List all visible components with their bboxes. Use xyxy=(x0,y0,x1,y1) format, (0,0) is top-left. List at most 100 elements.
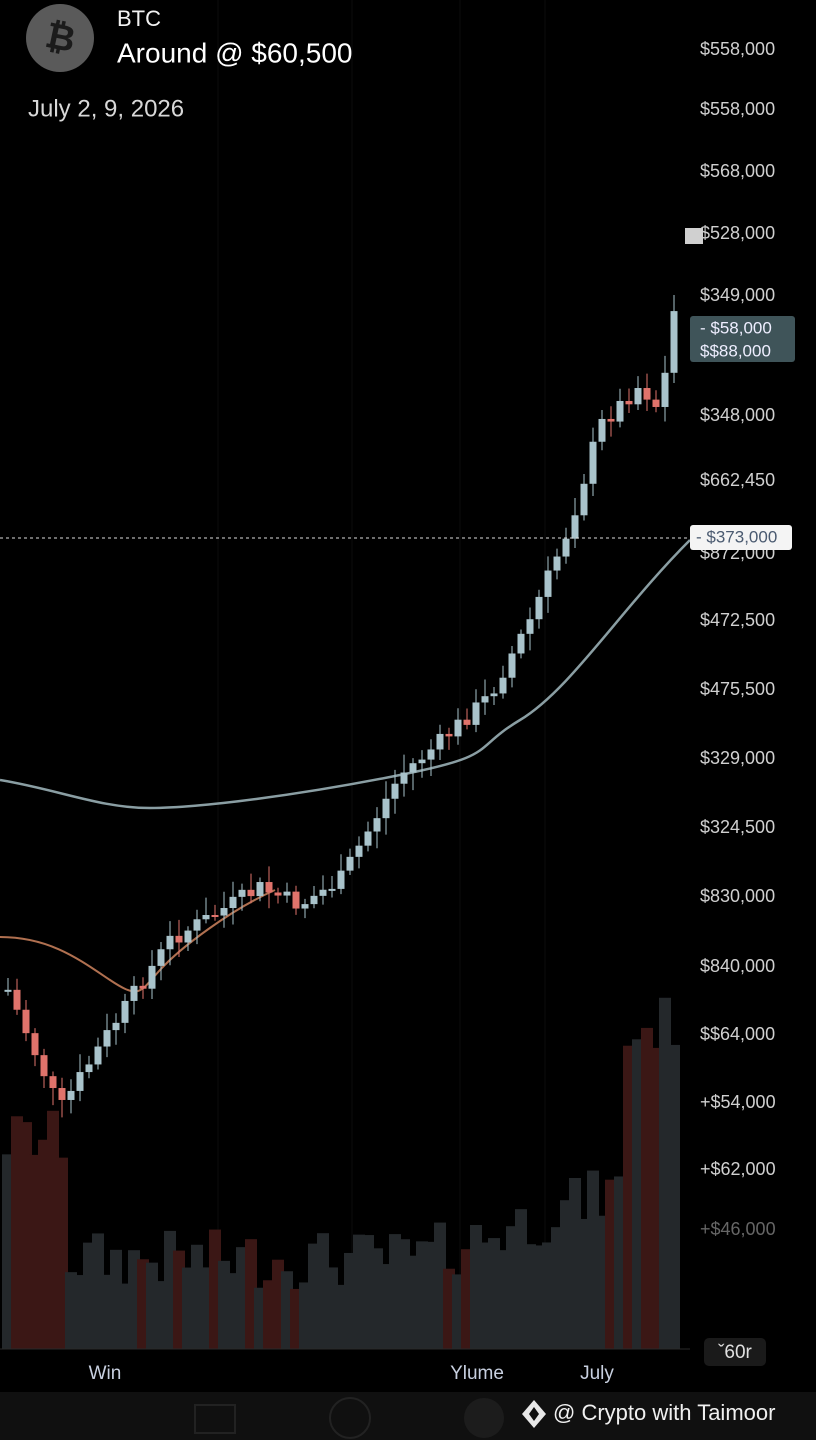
candle-body xyxy=(544,570,552,597)
current-price-text: - $373,000 xyxy=(696,527,777,546)
price-line: Around @ $60,500 xyxy=(117,37,352,68)
candle-body xyxy=(328,888,336,891)
time-label: Ylume xyxy=(450,1363,504,1384)
candle-body xyxy=(355,845,363,857)
candle-body xyxy=(499,677,507,694)
price-label: $$64,000 xyxy=(700,1024,775,1044)
candle-body xyxy=(211,915,219,918)
candle-body xyxy=(517,633,525,654)
price-label: $324,500 xyxy=(700,817,775,837)
price-label: $662,450 xyxy=(700,470,775,490)
candle-body xyxy=(40,1055,48,1077)
price-tag-upper[interactable] xyxy=(690,316,795,362)
candle-body xyxy=(202,915,210,920)
nav-icon[interactable] xyxy=(329,1397,371,1439)
candle-body xyxy=(130,985,138,1001)
candle-body xyxy=(184,930,192,943)
candle-body xyxy=(562,538,570,557)
candle-body xyxy=(157,949,165,966)
candle-body xyxy=(445,733,453,737)
candle-body xyxy=(4,989,12,992)
tag-text: $$88,000 xyxy=(700,341,771,360)
candle-body xyxy=(121,1000,129,1023)
nav-icon[interactable] xyxy=(194,1404,236,1434)
symbol: BTC xyxy=(117,6,161,31)
candle-body xyxy=(481,696,489,703)
candle-body xyxy=(508,653,516,678)
candle-body xyxy=(634,388,642,405)
candle-body xyxy=(76,1072,84,1091)
candle-body xyxy=(139,985,147,989)
candle-body xyxy=(472,702,480,725)
candle-body xyxy=(589,441,597,484)
watermark: @ Crypto with Taimoor xyxy=(553,1400,775,1425)
price-label: $348,000 xyxy=(700,405,775,425)
nav-icon[interactable] xyxy=(464,1398,504,1438)
coin-logo[interactable] xyxy=(26,4,94,72)
price-label: $349,000 xyxy=(700,285,775,305)
candle-body xyxy=(301,904,309,909)
candle-body xyxy=(652,399,660,407)
price-label: $558,000 xyxy=(700,39,775,59)
candle-body xyxy=(337,870,345,889)
price-label: $830,000 xyxy=(700,886,775,906)
candle-body xyxy=(409,763,417,773)
candle-body xyxy=(661,372,669,407)
tag-text: - $58,000 xyxy=(700,318,772,337)
candle-body xyxy=(319,889,327,896)
watermark-logo xyxy=(522,1400,546,1428)
price-label: $475,500 xyxy=(700,679,775,699)
candle-body xyxy=(490,693,498,697)
candle-body xyxy=(166,935,174,950)
interval: ˇ60r xyxy=(718,1342,752,1363)
interval-box[interactable] xyxy=(704,1338,766,1366)
candle-body xyxy=(13,989,21,1010)
moving-averages xyxy=(0,539,691,993)
volume-layer xyxy=(2,997,680,1349)
candle-body xyxy=(454,719,462,737)
bottom-bar xyxy=(0,1392,816,1440)
ma-fast xyxy=(0,889,276,993)
time-label: July xyxy=(580,1363,614,1384)
current-price-tag[interactable] xyxy=(690,525,792,550)
volume-bar xyxy=(668,1044,680,1349)
candle-body xyxy=(220,908,228,916)
candle-body xyxy=(58,1088,66,1100)
time-label: Win xyxy=(89,1363,122,1384)
candle-body xyxy=(94,1046,102,1065)
price-label: $558,000 xyxy=(700,99,775,119)
candle-body xyxy=(598,418,606,442)
date: July 2, 9, 2026 xyxy=(28,95,184,122)
candle-body xyxy=(247,889,255,897)
price-label: $840,000 xyxy=(700,956,775,976)
candle-body xyxy=(643,388,651,400)
candle-body xyxy=(85,1064,93,1073)
candle-body xyxy=(49,1076,57,1089)
price-label: $528,000 xyxy=(700,223,775,243)
candle-body xyxy=(175,935,183,943)
candle-body xyxy=(238,889,246,897)
candle-body xyxy=(22,1009,30,1034)
candle-body xyxy=(625,400,633,405)
price-label: $472,500 xyxy=(700,610,775,630)
candles-layer xyxy=(4,295,678,1118)
candle-body xyxy=(607,418,615,422)
candle-body xyxy=(553,556,561,571)
candle-body xyxy=(436,733,444,750)
price-label: +$54,000 xyxy=(700,1092,776,1112)
candle-body xyxy=(292,891,300,909)
price-axis: $558,000 $558,000 $568,000 $528,000 $349,000… xyxy=(700,39,776,1239)
candle-body xyxy=(31,1033,39,1056)
candle-body xyxy=(112,1022,120,1031)
candle-body xyxy=(400,772,408,784)
candle-body xyxy=(346,856,354,871)
grid xyxy=(217,0,546,1349)
candle-body xyxy=(193,919,201,931)
candle-body xyxy=(148,965,156,989)
candle-body xyxy=(274,892,282,896)
price-label: $329,000 xyxy=(700,748,775,768)
candle-body xyxy=(67,1090,75,1100)
candle-body xyxy=(571,515,579,539)
